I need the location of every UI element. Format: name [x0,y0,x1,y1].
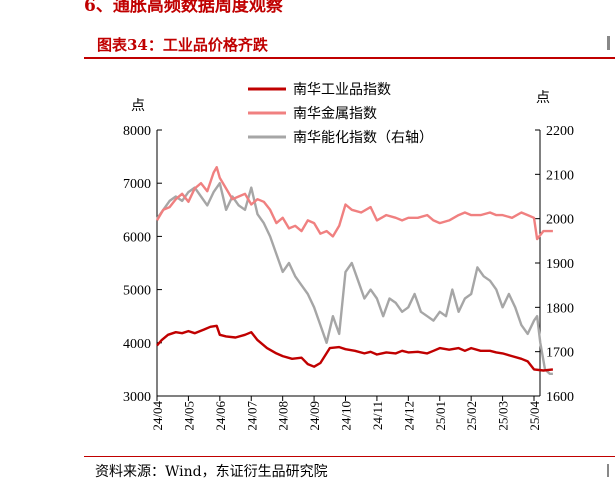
source-note: 资料来源：Wind，东证衍生品研究院 [95,464,328,480]
series-line-2 [156,181,553,375]
x-tick-label: 24/04 [150,401,165,431]
right-edge-marker [607,36,610,50]
right-tick-label: 1900 [546,257,574,272]
x-tick-label: 24/06 [213,401,228,431]
footer-rule [84,456,615,457]
legend-label-1: 南华金属指数 [293,106,377,122]
series-line-1 [155,165,553,241]
x-tick-label: 24/09 [307,401,322,431]
left-tick-label: 7000 [123,177,151,192]
right-tick-label: 2100 [546,168,574,183]
x-tick-label: 25/04 [527,401,542,431]
series-line-0 [156,324,554,372]
x-tick-label: 24/12 [401,401,416,431]
right-footer-marker [607,464,609,477]
x-tick-label: 24/08 [276,401,291,431]
x-tick-label: 24/11 [370,401,385,430]
right-axis-unit: 点 [536,90,550,106]
left-tick-label: 5000 [123,284,151,299]
left-tick-label: 4000 [123,337,151,352]
right-tick-label: 2200 [546,124,574,139]
left-axis-unit: 点 [131,98,145,114]
right-tick-label: 2000 [546,213,574,228]
title-rule [84,57,615,59]
left-tick-label: 8000 [123,124,151,139]
x-tick-label: 25/02 [464,401,479,431]
x-tick-label: 25/01 [433,401,448,431]
left-tick-label: 3000 [123,390,151,405]
right-tick-label: 1800 [546,301,574,316]
x-tick-label: 24/07 [244,401,259,431]
left-tick-label: 6000 [123,230,151,245]
x-tick-label: 24/10 [339,401,354,431]
right-tick-label: 1700 [546,346,574,361]
legend-label-2: 南华能化指数（右轴） [293,130,433,146]
x-tick-label: 25/03 [496,401,511,431]
legend-label-0: 南华工业品指数 [293,82,391,98]
right-tick-label: 1600 [546,390,574,405]
x-tick-label: 24/05 [181,401,196,431]
figure-title: 图表34：工业品价格齐跌 [97,36,268,54]
section-heading: 6、通胀高频数据周度观察 [84,0,283,16]
